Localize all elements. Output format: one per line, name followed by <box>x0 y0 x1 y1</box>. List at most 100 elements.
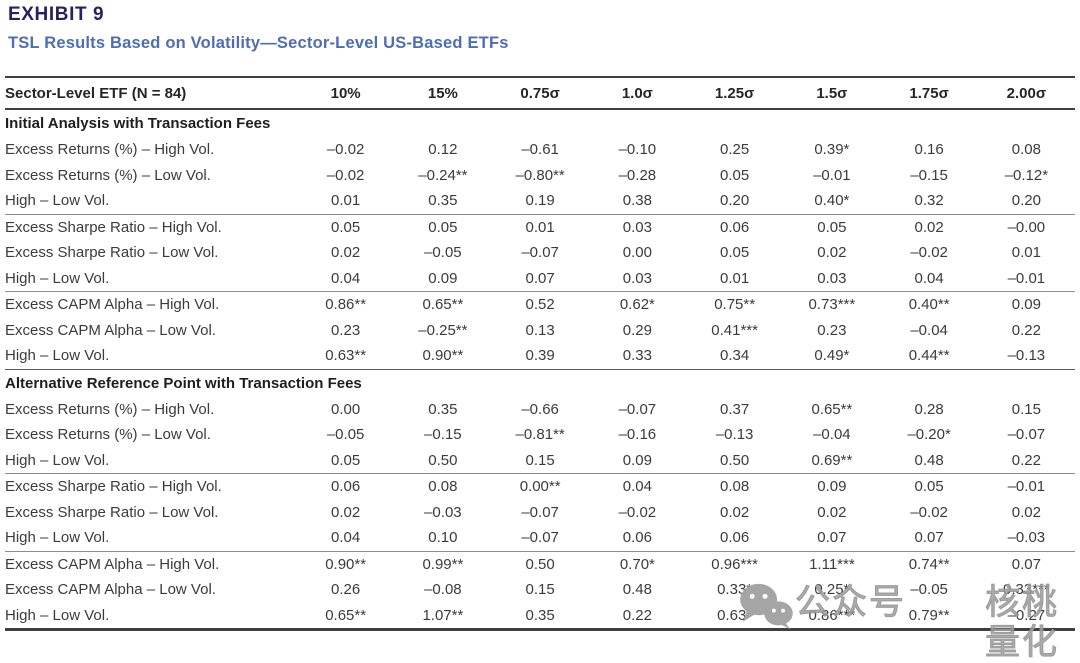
table-cell: 0.38 <box>588 188 686 215</box>
table-cell: 0.05 <box>720 166 750 184</box>
table-cell: 0.07 <box>1011 555 1041 573</box>
table-cell: –0.07 <box>521 503 559 521</box>
table-cell: 0.09 <box>1011 296 1041 314</box>
table-cell: –0.03 <box>977 525 1075 552</box>
table-cell: 0.15 <box>491 447 589 474</box>
table-cell: 0.05 <box>428 218 458 236</box>
table-cell: –0.03 <box>424 503 462 521</box>
table-row: Excess CAPM Alpha – High Vol. 0.90** 0.99*… <box>5 551 1075 577</box>
table-cell: 0.06 <box>588 525 686 552</box>
table-cell: 0.04 <box>622 478 652 496</box>
table-cell: 0.86*** <box>808 606 856 624</box>
table-cell: 0.65** <box>422 296 464 314</box>
table-cell: 0.33*** <box>1003 581 1050 599</box>
paper-page: EXHIBIT 9 TSL Results Based on Volatilit… <box>5 4 1075 663</box>
table-cell: –0.20* <box>907 426 951 444</box>
table-cell: –0.12* <box>1004 166 1049 184</box>
table-cell: –0.16 <box>618 426 657 444</box>
table-cell: 0.05 <box>331 218 361 236</box>
table-cell: –0.05 <box>424 244 462 262</box>
header-row: Sector-Level ETF (N = 84) 10% 15% 0.75σ 1.0… <box>5 77 1075 110</box>
table-cell: 0.20 <box>686 188 784 215</box>
column-header: 15% <box>394 77 492 110</box>
table-cell: 0.03 <box>783 265 881 292</box>
table-cell: –0.05 <box>326 426 365 444</box>
table-cell: 0.23 <box>331 321 361 339</box>
table-cell: 0.10 <box>394 525 492 552</box>
table-cell: –0.07 <box>1007 426 1046 444</box>
table-cell: 0.37 <box>720 400 750 418</box>
row-label: Excess Sharpe Ratio – Low Vol. <box>5 503 219 521</box>
table-row: Excess Sharpe Ratio – Low Vol. 0.02 –0.05 –… <box>5 240 1075 266</box>
table-cell: 0.07 <box>491 265 589 292</box>
table-cell: 0.05 <box>914 478 944 496</box>
exhibit-label: EXHIBIT 9 <box>8 4 105 25</box>
table-cell: 0.96*** <box>711 555 758 573</box>
table-cell: –0.28 <box>618 166 657 184</box>
table-row: High – Low Vol. 0.04 0.10 –0.07 0.06 0.06 0.07… <box>5 525 1075 552</box>
table-cell: 0.33* <box>717 581 753 599</box>
table-row: Excess CAPM Alpha – Low Vol. 0.23 –0.25** 0… <box>5 318 1075 344</box>
table-cell: –0.81** <box>515 426 565 444</box>
table-cell: 0.25* <box>814 581 850 599</box>
row-label: Excess Returns (%) – Low Vol. <box>5 426 211 444</box>
row-label: Excess Sharpe Ratio – High Vol. <box>5 218 222 236</box>
table-cell: –0.01 <box>977 265 1075 292</box>
table-cell: 0.05 <box>720 244 750 262</box>
table-cell: 0.03 <box>588 265 686 292</box>
section-title-row: Alternative Reference Point with Transac… <box>5 369 1075 397</box>
results-table: Sector-Level ETF (N = 84) 10% 15% 0.75σ 1.0… <box>5 76 1075 631</box>
table-cell: 0.39 <box>491 343 589 370</box>
row-label: Excess Sharpe Ratio – Low Vol. <box>5 244 219 262</box>
row-label: Excess CAPM Alpha – High Vol. <box>5 296 220 314</box>
table-cell: –0.02 <box>910 503 948 521</box>
table-cell: 0.50 <box>686 447 784 474</box>
table-cell: 0.22 <box>977 447 1075 474</box>
table-cell: 0.35 <box>525 606 555 624</box>
table-cell: –0.02 <box>326 141 365 159</box>
column-header: 10% <box>297 77 395 110</box>
table-cell: 0.03 <box>622 218 652 236</box>
table-cell: 0.65** <box>811 400 853 418</box>
table-cell: 0.79** <box>908 606 950 624</box>
table-cell: 0.00** <box>519 478 561 496</box>
table-cell: 0.86** <box>325 296 367 314</box>
table-cell: –0.07 <box>521 244 559 262</box>
table-row: Excess Sharpe Ratio – Low Vol. 0.02 –0.03 –… <box>5 500 1075 526</box>
table-cell: 0.52 <box>525 296 555 314</box>
table-cell: 0.02 <box>1011 503 1041 521</box>
table-row: High – Low Vol. 0.04 0.09 0.07 0.03 0.01 0.03 0… <box>5 265 1075 292</box>
table-cell: 0.20 <box>977 188 1075 215</box>
row-label: Excess Returns (%) – High Vol. <box>5 400 215 418</box>
table-cell: 0.04 <box>297 265 395 292</box>
table-cell: 0.32 <box>880 188 978 215</box>
table-cell: 0.50 <box>394 447 492 474</box>
column-header: 2.00σ <box>977 77 1075 110</box>
table-cell: 0.06 <box>686 525 784 552</box>
row-label: High – Low Vol. <box>5 343 297 370</box>
table-cell: 0.01 <box>686 265 784 292</box>
row-label: Excess CAPM Alpha – Low Vol. <box>5 321 216 339</box>
row-label: High – Low Vol. <box>5 188 297 215</box>
table-cell: 0.04 <box>880 265 978 292</box>
table-cell: –0.07 <box>491 525 589 552</box>
row-label: Excess CAPM Alpha – Low Vol. <box>5 581 216 599</box>
table-cell: 0.44** <box>880 343 978 370</box>
table-cell: 0.48 <box>622 581 652 599</box>
table-cell: 0.62* <box>619 296 655 314</box>
table-cell: –0.66 <box>521 400 559 418</box>
table-cell: 0.70* <box>619 555 655 573</box>
table-cell: –0.13 <box>715 426 754 444</box>
table-cell: 0.02 <box>331 503 361 521</box>
table-cell: 1.07** <box>422 606 464 624</box>
table-cell: 0.15 <box>525 581 555 599</box>
table-cell: –0.25** <box>418 321 468 339</box>
table-cell: –0.04 <box>910 321 948 339</box>
table-row: High – Low Vol. 0.05 0.50 0.15 0.09 0.50 0.69*… <box>5 447 1075 474</box>
column-header: 0.75σ <box>491 77 589 110</box>
table-cell: 0.90** <box>325 555 367 573</box>
table-cell: 0.40** <box>908 296 950 314</box>
table-cell: 0.09 <box>588 447 686 474</box>
table-cell: –0.04 <box>813 426 851 444</box>
table-row: High – Low Vol. 0.01 0.35 0.19 0.38 0.20 0.40*… <box>5 188 1075 215</box>
